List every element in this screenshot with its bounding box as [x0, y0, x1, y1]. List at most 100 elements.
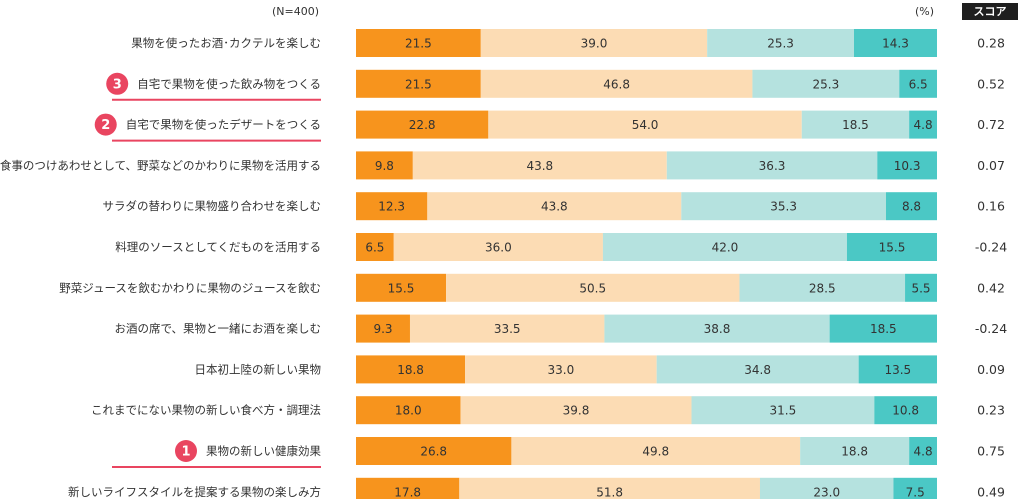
segment-value: 4.8: [914, 445, 933, 459]
segment-value: 15.5: [879, 241, 906, 255]
bar-segment: [465, 355, 657, 384]
bar-segment: [356, 69, 481, 98]
category-label: これまでにない果物の新しい食べ方・調理法: [91, 403, 321, 417]
bar-segment: [739, 273, 906, 302]
bar-segment: [356, 314, 410, 343]
bar-segment: [480, 29, 708, 57]
category-label: 果物の新しい健康効果: [206, 444, 321, 458]
bar-segment: [356, 396, 461, 425]
bar-segment: [899, 69, 937, 98]
bar-segment: [707, 29, 854, 57]
score-value: 0.16: [977, 199, 1005, 214]
segment-value: 6.5: [365, 241, 384, 255]
bar-segment: [488, 110, 802, 139]
segment-value: 9.8: [375, 159, 394, 173]
segment-value: 13.5: [884, 363, 911, 377]
bar-segment: [460, 396, 692, 425]
segment-value: 51.8: [596, 485, 623, 499]
bar-segment: [356, 233, 394, 261]
chart-row: 新しいライフスタイルを提案する果物の楽しみ方 17.8 51.8 23.0 7.5 0.4…: [68, 477, 1005, 499]
bar-segment: [905, 273, 937, 302]
rank-badge: [106, 72, 129, 95]
score-header: スコア: [974, 5, 1007, 18]
bar-segment: [393, 233, 603, 261]
chart-row: 食事のつけあわせとして、野菜などのかわりに果物を活用する 9.8 43.8 36.3 1…: [0, 151, 1005, 180]
bar-segment: [829, 314, 937, 343]
bar-segment: [356, 477, 460, 499]
bar-segment: [604, 314, 830, 343]
segment-value: 4.8: [914, 118, 933, 132]
score-value: -0.24: [975, 321, 1007, 336]
bar-segment: [602, 233, 847, 261]
bar-segment: [356, 192, 428, 221]
segment-value: 6.5: [909, 77, 928, 91]
category-label: サラダの替わりに果物盛り合わせを楽しむ: [103, 199, 322, 213]
category-label: 料理のソースとしてくだものを活用する: [115, 240, 321, 254]
score-value: 0.49: [977, 484, 1005, 499]
bar-segment: [666, 151, 878, 180]
bar-segment: [909, 110, 937, 139]
category-label: 食事のつけあわせとして、野菜などのかわりに果物を活用する: [0, 158, 321, 172]
segment-value: 7.5: [906, 485, 925, 499]
bar-segment: [459, 477, 760, 499]
segment-value: 34.8: [744, 363, 771, 377]
bar-segment: [800, 437, 910, 465]
bar-segment: [356, 355, 466, 384]
segment-value: 39.0: [581, 37, 608, 51]
chart-row: 料理のソースとしてくだものを活用する 6.5 36.0 42.0 15.5 -0.24: [115, 233, 1007, 261]
bar-segment: [480, 69, 753, 98]
chart-row: サラダの替わりに果物盛り合わせを楽しむ 12.3 43.8 35.3 8.8 0.16: [103, 192, 1005, 221]
segment-value: 50.5: [579, 281, 606, 295]
chart-row: お酒の席で、果物と一緒にお酒を楽しむ 9.3 33.5 38.8 18.5 -0.24: [114, 314, 1007, 343]
bar-segment: [356, 273, 447, 302]
category-label: 自宅で果物を使った飲み物をつくる: [137, 77, 321, 91]
segment-value: 12.3: [378, 200, 405, 214]
segment-value: 22.8: [409, 118, 436, 132]
score-value: 0.52: [977, 76, 1005, 91]
bar-segment: [874, 396, 937, 425]
bar-segment: [846, 233, 937, 261]
segment-value: 36.3: [759, 159, 786, 173]
segment-value: 5.5: [911, 281, 930, 295]
segment-value: 25.3: [767, 37, 794, 51]
score-value: 0.09: [977, 362, 1005, 377]
category-label: 果物を使ったお酒･カクテルを楽しむ: [131, 36, 321, 50]
bar-segment: [877, 151, 937, 180]
segment-value: 10.8: [892, 404, 919, 418]
category-label: 野菜ジュースを飲むかわりに果物のジュースを飲む: [59, 281, 321, 295]
bar-segment: [885, 192, 937, 221]
score-value: 0.72: [977, 117, 1005, 132]
score-value: -0.24: [975, 240, 1007, 255]
segment-value: 38.8: [704, 322, 731, 336]
chart-row: 果物の新しい健康効果 1 26.8 49.8 18.8 4.8 0.75: [112, 437, 1005, 468]
segment-value: 39.8: [563, 404, 590, 418]
segment-value: 54.0: [632, 118, 659, 132]
chart-row: 野菜ジュースを飲むかわりに果物のジュースを飲む 15.5 50.5 28.5 5.5 0.…: [59, 273, 1005, 302]
chart-rows: 果物を使ったお酒･カクテルを楽しむ 21.5 39.0 25.3 14.3 0.28 自宅で…: [0, 29, 1007, 499]
chart-row: 果物を使ったお酒･カクテルを楽しむ 21.5 39.0 25.3 14.3 0.28: [131, 29, 1005, 57]
segment-value: 18.0: [395, 404, 422, 418]
segment-value: 8.8: [902, 200, 921, 214]
bar-segment: [446, 273, 740, 302]
sample-size-note: (N=400): [272, 5, 319, 18]
bar-segment: [356, 29, 481, 57]
segment-value: 23.0: [813, 485, 840, 499]
category-label: お酒の席で、果物と一緒にお酒を楽しむ: [114, 322, 321, 336]
rank-number: 1: [181, 445, 190, 460]
bar-segment: [909, 437, 937, 465]
chart-row: 自宅で果物を使ったデザートをつくる 2 22.8 54.0 18.5 4.8 0.72: [94, 110, 1005, 142]
segment-value: 14.3: [882, 37, 909, 51]
bar-segment: [356, 151, 413, 180]
segment-value: 49.8: [642, 445, 669, 459]
rank-number: 3: [113, 77, 122, 92]
segment-value: 17.8: [394, 485, 421, 499]
bar-segment: [356, 110, 489, 139]
category-label: 新しいライフスタイルを提案する果物の楽しみ方: [68, 485, 321, 499]
bar-segment: [511, 437, 801, 465]
score-value: 0.28: [977, 36, 1005, 51]
segment-value: 21.5: [405, 77, 432, 91]
chart-row: 自宅で果物を使った飲み物をつくる 3 21.5 46.8 25.3 6.5 0.52: [106, 69, 1005, 101]
segment-value: 36.0: [485, 241, 512, 255]
segment-value: 42.0: [712, 241, 739, 255]
segment-value: 18.5: [870, 322, 897, 336]
